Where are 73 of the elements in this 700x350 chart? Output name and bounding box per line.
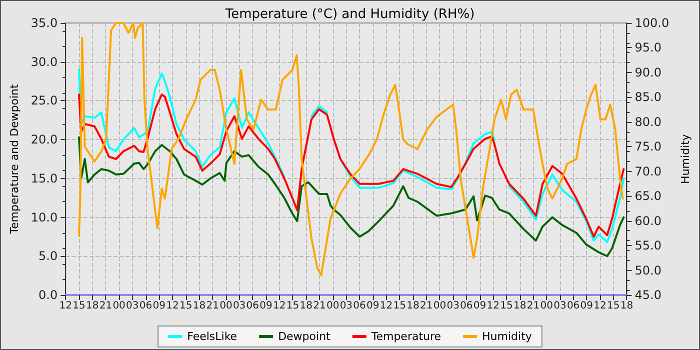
x-tick-label: 18 xyxy=(620,300,634,312)
x-tick-label: 03 xyxy=(340,300,353,312)
y-tick-label: 20.0 xyxy=(30,132,58,147)
y2-tick-label: 55.0 xyxy=(634,238,662,253)
y2-tick-label: 90.0 xyxy=(634,65,662,80)
x-tick-label: 15 xyxy=(607,300,620,312)
x-tick-label: 18 xyxy=(300,300,312,312)
y-tick-label: 25.0 xyxy=(30,94,58,108)
y-tick-label: 10.0 xyxy=(30,210,58,224)
y-axis-title: Temperature and Dewpoint xyxy=(8,83,21,235)
chart-title: Temperature (°C) and Humidity (RH%) xyxy=(224,7,475,22)
legend-label: Temperature xyxy=(370,330,442,343)
y2-tick-label: 65.0 xyxy=(634,189,662,204)
x-tick-label: 00 xyxy=(540,300,553,312)
x-tick-label: 15 xyxy=(179,300,192,312)
x-tick-label: 03 xyxy=(232,300,246,312)
x-tick-label: 00 xyxy=(112,300,126,312)
x-tick-label: 15 xyxy=(72,300,86,312)
x-tick-label: 18 xyxy=(192,300,206,312)
x-tick-label: 21 xyxy=(526,300,540,312)
x-tick-label: 06 xyxy=(353,300,366,312)
x-tick-label: 21 xyxy=(206,300,219,312)
x-tick-label: 12 xyxy=(594,300,606,312)
x-tick-label: 15 xyxy=(286,300,300,312)
x-tick-label: 12 xyxy=(273,300,286,312)
x-tick-label: 12 xyxy=(59,300,72,312)
x-tick-label: 12 xyxy=(486,300,500,312)
x-tick-label: 09 xyxy=(366,300,380,312)
x-tick-label: 00 xyxy=(326,300,340,312)
y-tick-label: 0.0 xyxy=(38,288,58,302)
y2-axis-title: Humidity xyxy=(679,134,692,184)
x-tick-label: 18 xyxy=(514,300,526,312)
x-tick-label: 15 xyxy=(500,300,513,312)
x-tick-label: 00 xyxy=(220,300,232,312)
x-tick-label: 09 xyxy=(580,300,594,312)
x-tick-label: 03 xyxy=(554,300,566,312)
y2-tick-label: 100.0 xyxy=(634,16,670,30)
line-series xyxy=(78,93,625,238)
line-series xyxy=(78,22,624,276)
y2-tick-label: 95.0 xyxy=(634,40,662,55)
x-tick-label: 03 xyxy=(446,300,460,312)
x-tick-label: 12 xyxy=(380,300,393,312)
x-tick-label: 06 xyxy=(566,300,580,312)
x-tick-label: 09 xyxy=(473,300,486,312)
x-tick-label: 21 xyxy=(420,300,433,312)
y2-tick-label: 85.0 xyxy=(634,90,662,104)
x-tick-label: 03 xyxy=(126,300,139,312)
x-tick-label: 12 xyxy=(166,300,179,312)
x-tick-label: 18 xyxy=(406,300,420,312)
x-tick-label: 06 xyxy=(246,300,260,312)
y-tick-label: 30.0 xyxy=(30,54,58,69)
x-tick-label: 00 xyxy=(433,300,446,312)
x-tick-label: 15 xyxy=(393,300,406,312)
y2-tick-label: 80.0 xyxy=(634,114,662,129)
x-tick-label: 06 xyxy=(139,300,152,312)
x-tick-label: 09 xyxy=(260,300,272,312)
x-tick-label: 21 xyxy=(99,300,112,312)
y-tick-label: 15.0 xyxy=(30,171,58,186)
x-tick-label: 18 xyxy=(86,300,99,312)
legend-label: Dewpoint xyxy=(278,330,332,343)
y-tick-label: 35.0 xyxy=(30,16,58,30)
legend-label: FeelsLike xyxy=(187,330,238,343)
y2-tick-label: 60.0 xyxy=(634,214,662,228)
x-tick-label: 06 xyxy=(460,300,473,312)
y2-tick-label: 70.0 xyxy=(634,164,662,178)
line-series xyxy=(78,136,625,258)
y2-tick-label: 45.0 xyxy=(634,288,662,302)
x-tick-label: 09 xyxy=(152,300,166,312)
y-tick-label: 5.0 xyxy=(38,249,58,264)
y2-tick-label: 75.0 xyxy=(634,140,662,154)
legend-label: Humidity xyxy=(482,330,532,343)
y2-tick-label: 50.0 xyxy=(634,263,662,278)
x-tick-label: 21 xyxy=(313,300,326,312)
